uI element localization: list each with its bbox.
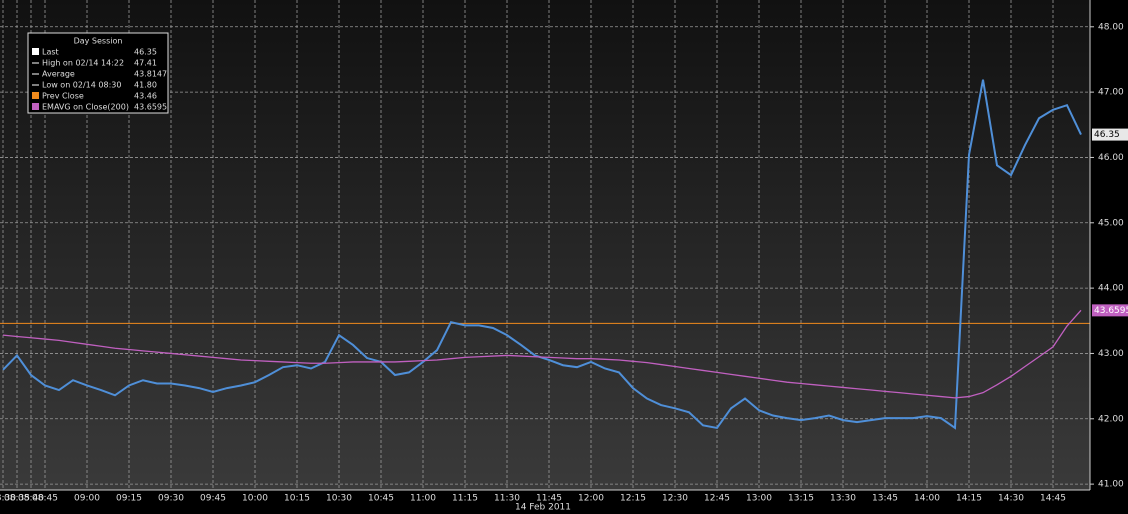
x-tick-label: 12:30 [662, 494, 688, 504]
legend-value: 47.41 [134, 59, 157, 68]
price-tag-label: 43.6595 [1094, 306, 1128, 316]
x-tick-label: 10:45 [368, 494, 394, 504]
legend-label: High on 02/14 14:22 [42, 59, 124, 68]
x-tick-label: 10:30 [326, 494, 352, 504]
x-tick-label: 11:30 [494, 494, 520, 504]
x-tick-label: 08:35 [4, 494, 30, 504]
x-tick-label: 13:00 [746, 494, 772, 504]
legend-box [27, 32, 169, 114]
x-tick-label: 12:45 [704, 494, 730, 504]
legend-label: Average [42, 70, 75, 79]
x-tick-label: 14:45 [1040, 494, 1066, 504]
marks [0, 79, 1090, 430]
legend: Day Session Last 46.35 High on 02/14 14:22 4… [27, 32, 169, 114]
x-tick-label: 13:45 [872, 494, 898, 504]
legend-value: 43.8147 [134, 70, 167, 79]
legend-value: 43.6595 [134, 103, 167, 112]
y-tick-label: 43.00 [1098, 349, 1124, 359]
x-tick-label: 11:00 [410, 494, 436, 504]
x-tick-label: 09:15 [116, 494, 142, 504]
y-tick-label: 44.00 [1098, 284, 1124, 294]
legend-label: Low on 02/14 08:30 [42, 81, 121, 90]
y-tick-label: 41.00 [1098, 480, 1124, 490]
legend-value: 43.46 [134, 92, 157, 101]
price-tag-label: 46.35 [1094, 130, 1120, 140]
x-tick-label: 09:00 [74, 494, 100, 504]
x-tick-label: 14:00 [914, 494, 940, 504]
legend-swatch [32, 92, 39, 99]
legend-value: 46.35 [134, 48, 157, 57]
x-tick-label: 11:45 [536, 494, 562, 504]
price-line [2, 79, 1082, 430]
legend-swatch [32, 48, 39, 55]
x-tick-label: 13:30 [830, 494, 856, 504]
x-tick-label: 10:00 [242, 494, 268, 504]
x-tick-label: 14:15 [956, 494, 982, 504]
legend-swatch [32, 103, 39, 110]
x-tick-label: 09:45 [200, 494, 226, 504]
x-tick-label: 12:15 [620, 494, 646, 504]
x-tick-label: 10:15 [284, 494, 310, 504]
y-tick-label: 46.00 [1098, 153, 1124, 163]
x-tick-label: 11:15 [452, 494, 478, 504]
price-tag [1092, 128, 1128, 141]
y-tick-label: 42.00 [1098, 414, 1124, 424]
legend-label: Last [42, 48, 59, 57]
x-tick-label: 09:30 [158, 494, 184, 504]
price-tag [1092, 304, 1128, 317]
y-tick-label: 45.00 [1098, 218, 1124, 228]
x-axis-label: 14 Feb 2011 [515, 503, 571, 513]
x-tick-label: 12:00 [578, 494, 604, 504]
legend-label: EMAVG on Close(200) [42, 103, 129, 112]
x-tick-label: 08:45 [32, 494, 58, 504]
x-tick-label: 14:30 [998, 494, 1024, 504]
legend-title: Day Session [74, 37, 123, 46]
x-tick-label: 13:15 [788, 494, 814, 504]
x-tick-label: 08:30 [0, 494, 16, 504]
y-tick-label: 48.00 [1098, 22, 1124, 32]
legend-value: 41.80 [134, 81, 157, 90]
legend-label: Prev Close [42, 92, 84, 101]
ema-line [2, 309, 1082, 399]
plot-area [0, 0, 1090, 490]
y-tick-label: 47.00 [1098, 88, 1124, 98]
x-tick-label: 08:40 [18, 494, 44, 504]
